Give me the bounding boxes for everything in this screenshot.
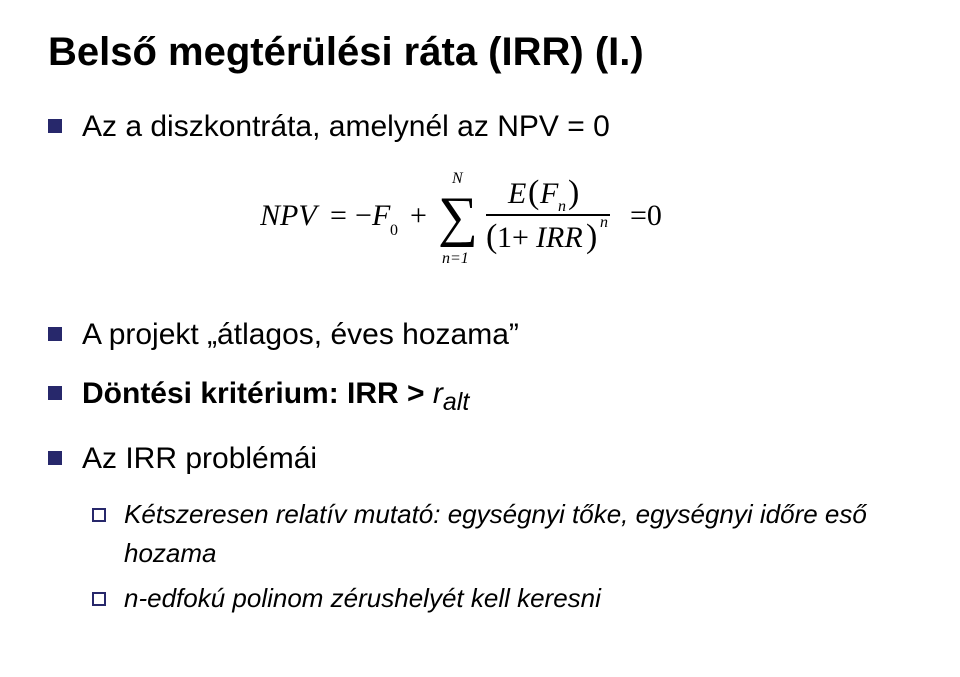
subbullet-row: n-edfokú polinom zérushelyét kell keresn… [92,579,912,618]
sym-Fn: F [539,177,559,210]
bullet-square-icon [48,386,62,400]
lparen-top: ( [528,174,539,211]
crit-pre: Döntési kritérium: IRR > [82,377,433,410]
sym-eq0: =0 [630,199,662,232]
bullet-row: Az IRR problémái [48,436,912,481]
subbullet-list: Kétszeresen relatív mutató: egységnyi tő… [92,495,912,618]
bullet-text-criterion: Döntési kritérium: IRR > ralt [82,371,469,422]
sym-one: 1 [497,221,512,254]
sym-irr: IRR [535,221,583,254]
crit-r: r [433,377,443,410]
sym-F: F [371,199,391,232]
sym-plus2: + [512,221,529,254]
sym-E: E [507,177,526,210]
bullet-text: A projekt „átlagos, éves hozama” [82,312,519,357]
bullet-list: Az a diszkontráta, amelynél az NPV = 0 N… [48,104,912,618]
subbullet-text: Kétszeresen relatív mutató: egységnyi tő… [124,495,912,573]
bullet-row: Döntési kritérium: IRR > ralt [48,371,912,422]
bullet-text: Az IRR problémái [82,436,317,481]
bullet-row: Az a diszkontráta, amelynél az NPV = 0 [48,104,912,149]
sym-npv: NPV [260,199,320,232]
subbullet-row: Kétszeresen relatív mutató: egységnyi tő… [92,495,912,573]
sum-upper: N [451,170,464,187]
sym-minus: − [355,199,372,232]
lparen-bot: ( [486,218,497,255]
formula-svg: NPV = − F 0 + ∑ N n=1 E ( F n ) [260,163,700,273]
sym-plus: + [410,199,427,232]
sum-lower: n=1 [442,250,469,267]
crit-sub: alt [443,388,469,416]
slide: Belső megtérülési ráta (IRR) (I.) Az a d… [0,0,960,677]
exp-n: n [600,214,608,231]
sym-eq: = [330,199,347,232]
sym-zero-sub: 0 [390,222,398,239]
sigma-icon: ∑ [438,186,478,248]
subbullet-square-icon [92,508,106,522]
rparen-top: ) [568,174,579,211]
subbullet-square-icon [92,592,106,606]
sym-Fn-sub: n [558,198,566,215]
rparen-bot: ) [586,218,597,255]
subbullet-text: n-edfokú polinom zérushelyét kell keresn… [124,579,601,618]
bullet-square-icon [48,451,62,465]
bullet-square-icon [48,327,62,341]
bullet-square-icon [48,119,62,133]
slide-title: Belső megtérülési ráta (IRR) (I.) [48,28,912,76]
bullet-row: A projekt „átlagos, éves hozama” [48,312,912,357]
npv-formula: NPV = − F 0 + ∑ N n=1 E ( F n ) [48,163,912,286]
bullet-text: Az a diszkontráta, amelynél az NPV = 0 [82,104,610,149]
